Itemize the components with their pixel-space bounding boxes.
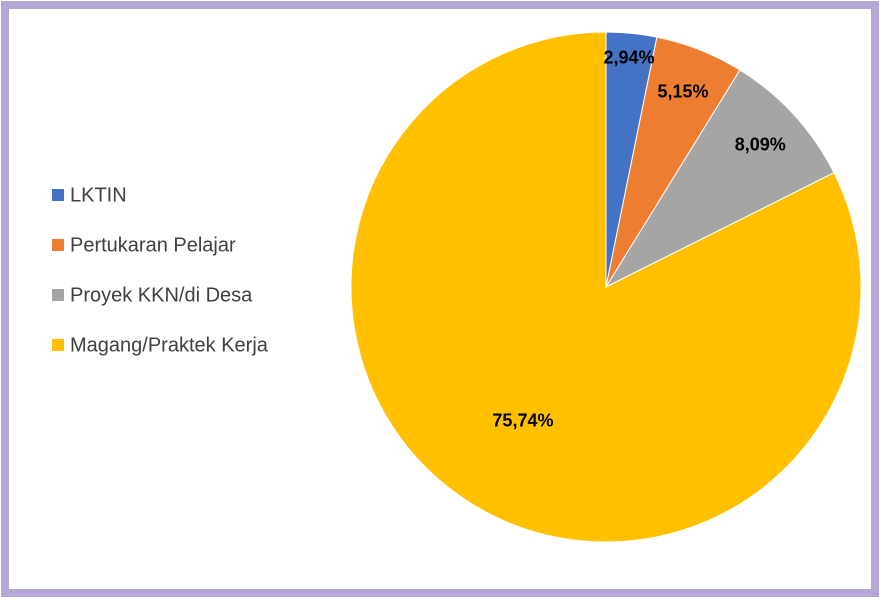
- value-label: 8,09%: [735, 135, 786, 155]
- value-label: 2,94%: [603, 47, 654, 67]
- legend: LKTIN Pertukaran Pelajar Proyek KKN/di Des…: [52, 184, 269, 356]
- value-label: 5,15%: [657, 81, 708, 101]
- legend-swatch: [52, 289, 64, 301]
- legend-swatch: [52, 239, 64, 251]
- legend-label: Pertukaran Pelajar: [70, 234, 236, 256]
- pie-slice: [350, 31, 862, 543]
- legend-swatch: [52, 339, 64, 351]
- value-labels: 2,94%5,15% 8,09% 75,74%: [492, 47, 785, 430]
- legend-label: Proyek KKN/di Desa: [70, 284, 253, 306]
- legend-label: LKTIN: [70, 184, 127, 206]
- value-label: 75,74%: [492, 410, 553, 430]
- pie: [350, 31, 862, 543]
- legend-label: Magang/Praktek Kerja: [70, 334, 269, 356]
- pie-slice: [604, 69, 835, 289]
- legend-swatch: [52, 189, 64, 201]
